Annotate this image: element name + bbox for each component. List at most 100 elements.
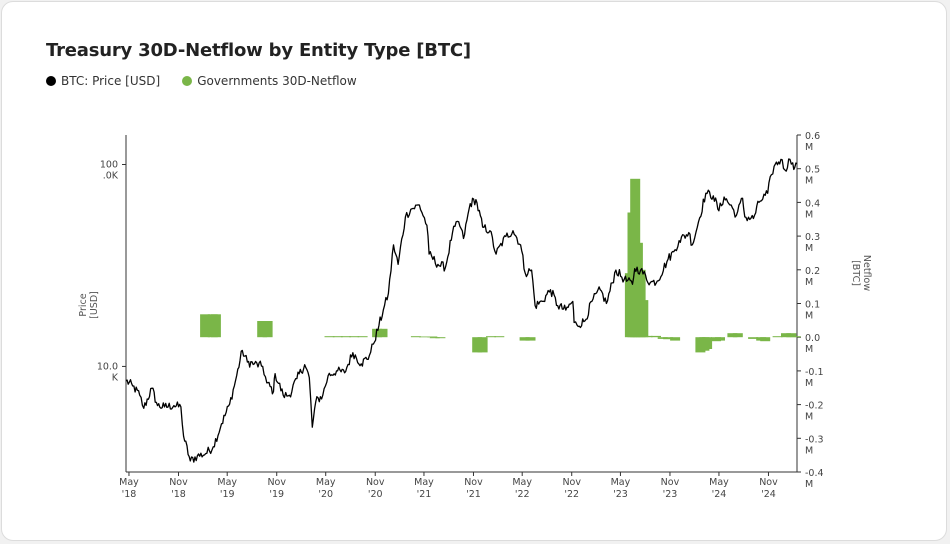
right-tick-label: M [805,209,813,220]
netflow-bar [760,337,771,342]
x-tick-label: Nov [169,477,188,488]
netflow-bar [519,337,530,341]
netflow-bar [332,336,343,338]
legend: BTC: Price [USD] Governments 30D-Netflow [46,74,379,88]
netflow-bar [786,333,797,338]
x-tick-label: May [611,477,631,488]
netflow-bar [732,333,743,338]
netflow-bar [377,328,388,338]
x-tick-label: Nov [267,477,286,488]
netflow-bar [477,337,488,353]
x-tick-label: '24 [761,489,776,500]
netflow-bar [748,337,759,339]
netflow-bar [715,337,725,341]
chart-title: Treasury 30D-Netflow by Entity Type [BTC… [46,40,471,61]
x-tick-label: Nov [759,477,778,488]
right-tick-label: -0.4 [805,468,824,479]
netflow-bar [525,337,536,341]
x-tick-label: '18 [122,489,137,500]
right-tick-label: M [805,445,813,456]
right-axis-title: [BTC] [850,260,861,286]
netflow-bar [435,337,446,339]
right-tick-label: -0.3 [805,434,824,445]
netflow-bar [410,336,421,338]
netflow-bar [727,333,738,338]
netflow-bar [324,336,335,338]
x-tick-label: '19 [220,489,235,500]
netflow-bar [663,337,674,340]
netflow-bar [772,336,783,338]
x-tick-label: '23 [613,489,628,500]
right-tick-label: 0.6 [805,131,820,142]
netflow-bar [790,336,801,338]
right-tick-label: -0.2 [805,401,824,412]
netflow-bar [210,314,221,338]
x-tick-label: Nov [366,477,385,488]
netflow-bar [670,337,681,341]
x-tick-label: '19 [269,489,284,500]
legend-label-governments: Governments 30D-Netflow [197,74,357,88]
x-tick-label: '20 [318,489,333,500]
left-tick-label: K [112,372,119,383]
netflow-bar [262,321,273,338]
netflow-bar [340,336,351,338]
x-tick-label: '18 [171,489,186,500]
right-tick-label: M [805,176,813,187]
right-tick-label: -0.1 [805,367,824,378]
right-tick-label: M [805,412,813,423]
netflow-bar [349,336,360,338]
right-tick-label: 0.5 [805,165,820,176]
x-tick-label: May [217,477,237,488]
x-tick-label: '21 [417,489,432,500]
netflow-bar [494,336,505,338]
x-tick-label: May [709,477,729,488]
netflow-bar [781,333,791,338]
x-tick-label: '24 [712,489,727,500]
left-axis-title: [USD] [89,291,100,319]
legend-swatch-price [46,76,56,86]
left-tick-label: 10.0 [97,361,118,372]
netflow-bar [200,314,211,338]
left-tick-label: 100 [100,160,118,171]
legend-item-governments[interactable]: Governments 30D-Netflow [182,74,357,88]
right-tick-label: M [805,243,813,254]
x-tick-label: '22 [515,489,530,500]
x-tick-label: May [119,477,139,488]
netflow-bar [486,336,496,338]
netflow-bar [357,336,368,338]
legend-swatch-governments [182,76,193,86]
netflow-bar [638,300,649,338]
netflow-bar [372,328,383,338]
price-line [125,158,798,463]
right-tick-label: M [805,344,813,355]
left-axis-title: Price [78,293,89,316]
right-tick-label: 0.1 [805,300,820,311]
right-tick-label: M [805,479,813,490]
right-tick-label: 0.4 [805,198,820,209]
right-axis-title: Netflow [861,255,872,291]
x-tick-label: May [414,477,434,488]
netflow-bar [657,337,668,339]
right-tick-label: M [805,311,813,322]
legend-item-price[interactable]: BTC: Price [USD] [46,74,160,88]
right-tick-label: M [805,142,813,153]
x-tick-label: '23 [663,489,678,500]
netflow-bar [427,336,438,338]
x-tick-label: '22 [564,489,579,500]
x-tick-label: '20 [368,489,383,500]
legend-label-price: BTC: Price [USD] [61,74,161,88]
netflow-bar [472,337,483,353]
x-tick-label: Nov [562,477,581,488]
netflow-bar [429,337,440,339]
right-tick-label: 0.3 [805,232,820,243]
netflow-bar [642,335,653,338]
left-tick-label: .0K [103,171,119,182]
x-tick-label: Nov [464,477,483,488]
x-tick-label: May [512,477,532,488]
netflow-bar [651,335,661,338]
right-tick-label: M [805,277,813,288]
netflow-bar [419,336,429,338]
x-tick-label: May [316,477,336,488]
netflow-bar [257,321,268,338]
